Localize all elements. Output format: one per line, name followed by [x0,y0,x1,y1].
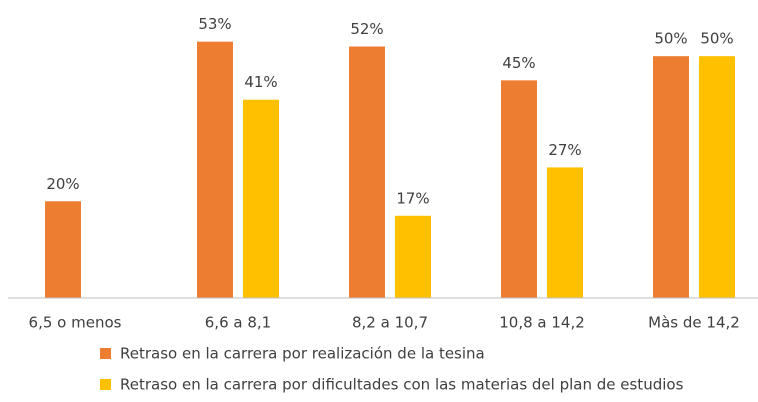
bar [699,56,735,298]
value-label: 53% [198,15,231,33]
value-label: 45% [502,54,535,72]
bar [547,167,583,298]
bar [197,41,233,298]
value-label: 50% [700,30,733,48]
legend-label: Retraso en la carrera por realización de… [120,345,485,363]
value-label: 27% [548,141,581,159]
bar [501,80,537,298]
x-tick-label: 8,2 a 10,7 [352,314,428,332]
value-label: 41% [244,73,277,91]
x-tick-label: 10,8 a 14,2 [499,314,585,332]
value-label: 52% [350,20,383,38]
x-tick-label: 6,6 a 8,1 [205,314,271,332]
x-tick-label: Màs de 14,2 [648,314,740,332]
bar [243,99,279,298]
x-tick-label: 6,5 o menos [29,314,122,332]
bar [653,56,689,298]
legend-label: Retraso en la carrera por dificultades c… [120,376,684,394]
bar [395,215,431,298]
value-label: 50% [654,30,687,48]
bar [349,46,385,298]
value-label: 20% [46,175,79,193]
legend-swatch [100,348,111,359]
legend-swatch [100,379,111,390]
value-label: 17% [396,189,429,207]
bar [45,201,81,298]
